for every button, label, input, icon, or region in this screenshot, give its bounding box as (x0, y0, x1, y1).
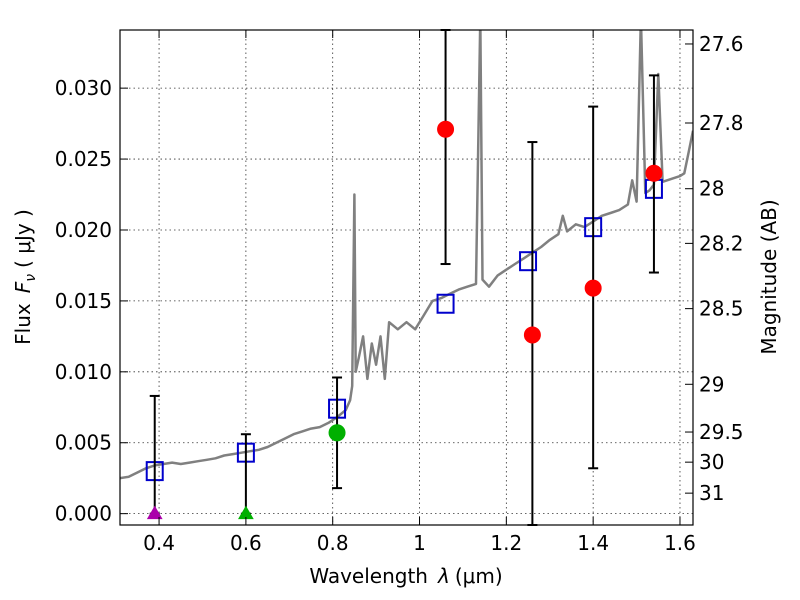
y-tick-label: 0.000 (55, 502, 112, 526)
right-tick-label: 29 (699, 372, 724, 396)
x-axis-title: Wavelength λ (μm) (309, 564, 502, 588)
observed-point (584, 279, 602, 297)
markers (145, 29, 663, 526)
right-tick-label: 29.5 (699, 420, 744, 444)
observed-point (437, 120, 455, 138)
x-tick-label: 1.4 (577, 531, 609, 555)
model-square-marker (436, 293, 455, 314)
y-tick-label: 0.010 (55, 360, 112, 384)
upper-limit-triangle (146, 505, 163, 520)
x-tick-label: 1.2 (490, 531, 522, 555)
plot-area (120, 30, 693, 480)
right-tick-label: 28.5 (699, 297, 744, 321)
x-tick-label: 0.6 (230, 531, 262, 555)
y-tick-label: 0.030 (55, 76, 112, 100)
right-tick-label: 30 (699, 450, 724, 474)
x-tick-label: 1.6 (664, 531, 696, 555)
x-tick-label: 1 (413, 531, 426, 555)
right-tick-label: 31 (699, 481, 724, 505)
y-tick-label: 0.005 (55, 431, 112, 455)
y-tick-label: 0.020 (55, 218, 112, 242)
right-tick-label: 28.2 (699, 231, 744, 255)
observed-point (523, 326, 541, 344)
right-tick-label: 27.8 (699, 111, 744, 135)
x-tick-label: 0.8 (317, 531, 349, 555)
y-tick-label: 0.015 (55, 289, 112, 313)
y-tick-label: 0.025 (55, 147, 112, 171)
plot-frame (119, 29, 694, 526)
right-axis-title: Magnitude (AB) (757, 199, 781, 354)
grid (120, 30, 693, 525)
right-tick-label: 27.6 (699, 32, 744, 56)
x-tick-label: 0.4 (143, 531, 175, 555)
y-axis-title: FluxFν( μJy ) (11, 209, 39, 345)
observed-point (328, 424, 346, 442)
right-tick-label: 28 (699, 177, 724, 201)
model-square-marker (519, 251, 538, 272)
observed-point (645, 164, 663, 182)
spectrum-line (120, 30, 693, 480)
ticks: 0.4 0.6 0.8 1 1.2 1.4 1.6 0.000 0.005 0.010 0.015 0… (55, 30, 744, 555)
